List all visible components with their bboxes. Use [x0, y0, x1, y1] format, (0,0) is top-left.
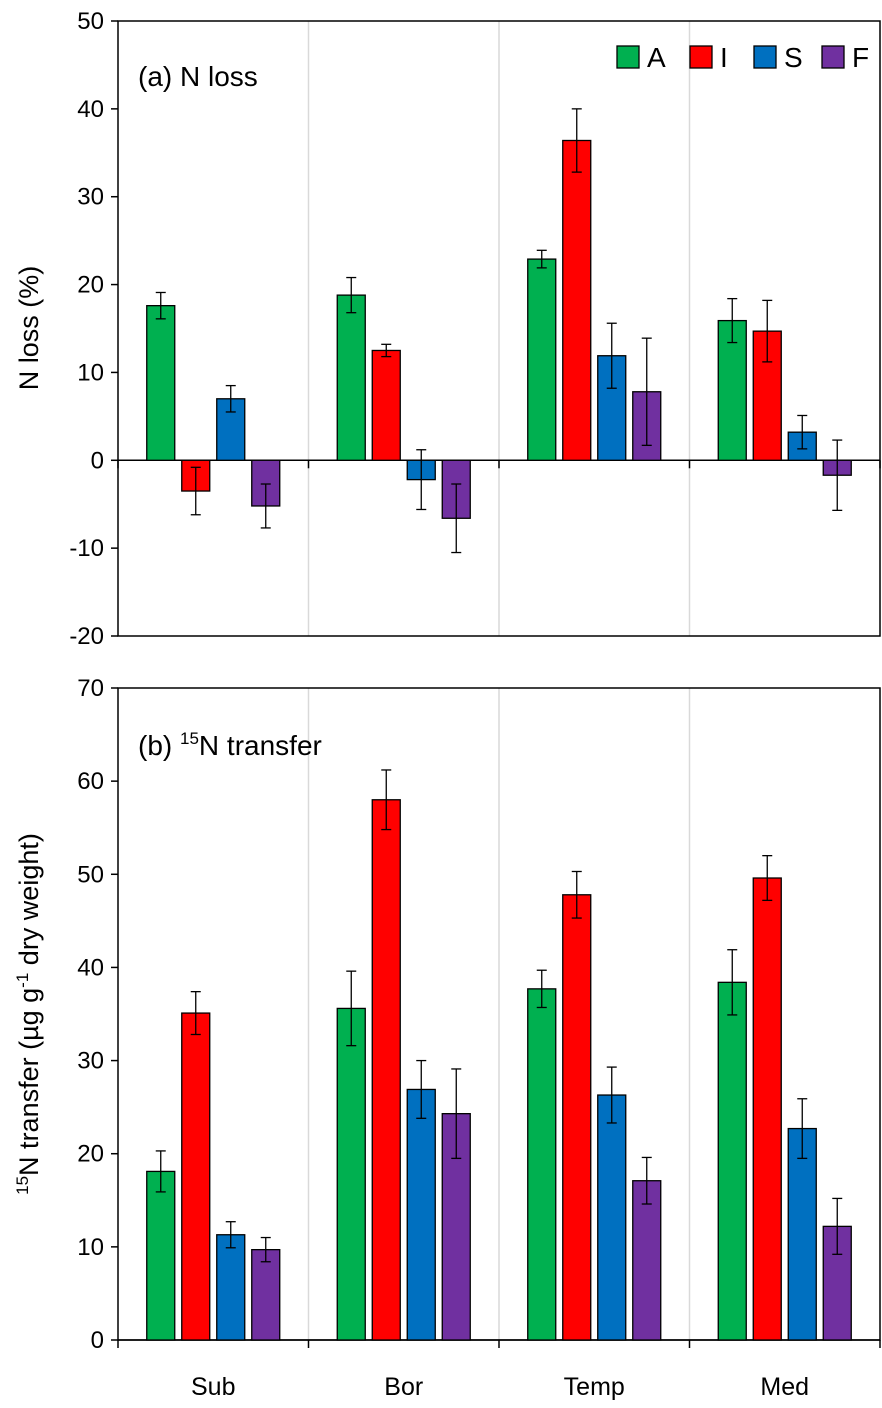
y-tick-label: 10	[77, 1234, 104, 1261]
bar-I-Bor	[371, 349, 401, 461]
bar-S-Sub	[216, 1234, 246, 1341]
legend-swatch-I	[689, 45, 713, 69]
panel-title-superscript: 15	[180, 729, 199, 748]
bar-I-Med	[752, 877, 782, 1341]
panel-title: (b) 15N transfer	[138, 729, 322, 761]
legend-label-A: A	[647, 42, 666, 73]
y-tick-label: 70	[77, 675, 104, 702]
y-axis-label-text: N loss (%)	[14, 266, 44, 391]
category-label: Temp	[564, 1373, 625, 1401]
category-label: Med	[760, 1373, 809, 1401]
legend-swatch-F	[821, 45, 845, 69]
panel-title-text: (a) N loss	[138, 61, 258, 92]
y-tick-label: 40	[77, 96, 104, 123]
y-tick-label: 0	[91, 1327, 104, 1354]
legend-label-I: I	[720, 42, 728, 73]
bar-A-Med	[717, 319, 747, 461]
panel-title-text-rest: N transfer	[199, 730, 322, 761]
legend-swatch-A	[616, 45, 640, 69]
y-tick-label: -10	[69, 535, 104, 562]
bar-A-Sub	[146, 305, 176, 461]
plot-frame	[117, 20, 881, 637]
y-tick-label: 30	[77, 1048, 104, 1075]
y-tick-label: 60	[77, 768, 104, 795]
category-label: Sub	[191, 1373, 235, 1401]
bar-I-Temp	[562, 139, 592, 461]
y-tick-label: -20	[69, 623, 104, 650]
y-axis-label-superscript-2: -1	[13, 973, 32, 988]
panel-a: -20 -10 0 10 20 30 40 50 (a) N loss N loss (%)	[14, 8, 881, 650]
bar-A-Bor	[336, 294, 366, 461]
category-label: Bor	[384, 1373, 423, 1401]
y-axis-label: 15N transfer (µg g-1 dry weight)	[13, 833, 44, 1195]
bar-F-Sub	[251, 1249, 281, 1341]
bar-A-Med	[717, 981, 747, 1341]
y-tick-label: 20	[77, 1141, 104, 1168]
legend-label-F: F	[852, 42, 869, 73]
y-tick-label: 10	[77, 359, 104, 386]
y-axis-label-superscript: 15	[13, 1176, 32, 1195]
bar-I-Sub	[181, 1012, 211, 1341]
bar-S-Med	[787, 1127, 817, 1341]
bar-A-Temp	[527, 988, 557, 1341]
bar-A-Temp	[527, 258, 557, 461]
y-tick-label: 20	[77, 272, 104, 299]
legend-swatch-S	[753, 45, 777, 69]
y-axis-label-text: N transfer (µg g	[14, 988, 44, 1176]
bar-S-Temp	[597, 1094, 627, 1341]
y-tick-label: 0	[91, 447, 104, 474]
bar-I-Bor	[371, 799, 401, 1341]
legend-label-S: S	[784, 42, 803, 73]
y-tick-label: 50	[77, 861, 104, 888]
y-tick-label: 40	[77, 954, 104, 981]
bar-I-Temp	[562, 894, 592, 1341]
bar-S-Bor	[406, 1088, 436, 1341]
panel-title-text: (b)	[138, 730, 180, 761]
y-axis-label: N loss (%)	[14, 266, 44, 391]
bar-A-Bor	[336, 1007, 366, 1341]
y-tick-label: 50	[77, 8, 104, 35]
bar-A-Sub	[146, 1170, 176, 1341]
y-axis-label-text-rest: dry weight)	[14, 833, 44, 973]
y-tick-label: 30	[77, 184, 104, 211]
panel-title: (a) N loss	[138, 61, 258, 92]
